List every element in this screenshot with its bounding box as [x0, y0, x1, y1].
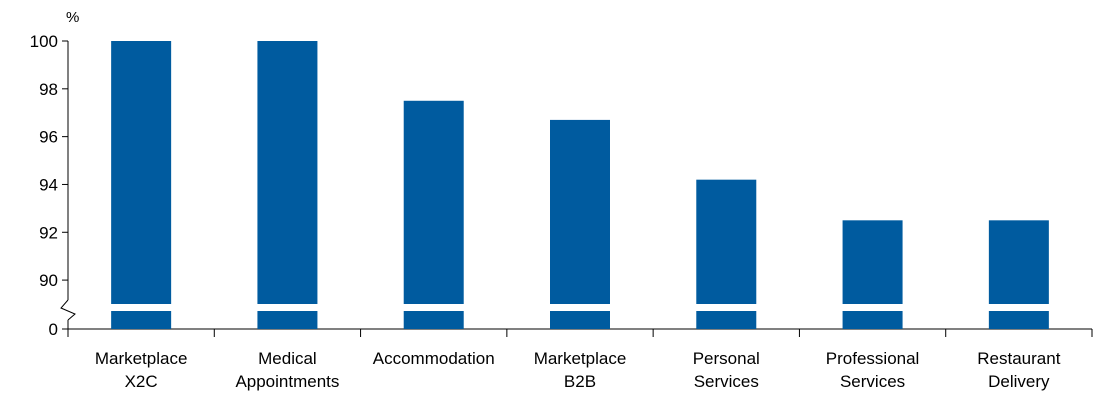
- bar-upper-4: [696, 180, 756, 304]
- x-category-label: Appointments: [235, 372, 339, 391]
- x-category-label: Accommodation: [373, 349, 495, 368]
- bar-upper-6: [989, 220, 1049, 304]
- x-category-label: Professional: [826, 349, 920, 368]
- x-category-label: Marketplace: [95, 349, 188, 368]
- x-category-label: Services: [694, 372, 759, 391]
- bar-lower-6: [989, 311, 1049, 329]
- bar-lower-4: [696, 311, 756, 329]
- bar-upper-0: [111, 41, 171, 304]
- bar-upper-1: [257, 41, 317, 304]
- x-category-label: B2B: [564, 372, 596, 391]
- bar-lower-3: [550, 311, 610, 329]
- y-tick-label: 100: [30, 32, 58, 51]
- bar-upper-3: [550, 120, 610, 304]
- y-tick-label-zero: 0: [49, 320, 58, 339]
- x-category-label: X2C: [125, 372, 158, 391]
- bar-lower-5: [843, 311, 903, 329]
- bar-lower-2: [404, 311, 464, 329]
- x-category-label: Marketplace: [534, 349, 627, 368]
- y-axis-break-mark: [61, 300, 75, 320]
- y-axis-unit-label: %: [66, 9, 79, 26]
- x-category-label: Personal: [693, 349, 760, 368]
- bar-lower-1: [257, 311, 317, 329]
- bar-lower-0: [111, 311, 171, 329]
- x-category-label: Restaurant: [977, 349, 1060, 368]
- y-tick-label: 94: [39, 175, 58, 194]
- x-category-label: Medical: [258, 349, 317, 368]
- y-tick-label: 98: [39, 80, 58, 99]
- y-tick-label: 92: [39, 223, 58, 242]
- x-category-label: Delivery: [988, 372, 1050, 391]
- y-tick-label: 90: [39, 271, 58, 290]
- x-category-label: Services: [840, 372, 905, 391]
- y-tick-label: 96: [39, 128, 58, 147]
- bar-upper-5: [843, 220, 903, 304]
- bar-upper-2: [404, 101, 464, 304]
